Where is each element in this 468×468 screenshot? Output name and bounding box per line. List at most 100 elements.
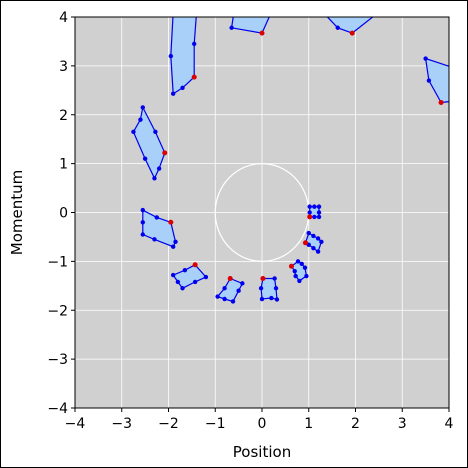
phase-polygon — [168, 10, 198, 96]
phase-polygon — [131, 105, 168, 181]
vertex-point — [170, 272, 176, 278]
vertex-point — [319, 239, 324, 245]
vertex-point — [175, 279, 181, 285]
vertex-point — [232, 10, 236, 14]
vertex-point — [272, 276, 277, 281]
vertex-point — [335, 25, 340, 30]
vertex-point — [152, 237, 157, 242]
y-tick-label: 2 — [59, 108, 68, 124]
y-tick-label: 1 — [59, 157, 68, 173]
vertex-point — [203, 274, 209, 280]
vertex-point — [321, 10, 325, 14]
y-tick-label: −3 — [47, 352, 68, 368]
highlighted-point — [260, 275, 266, 281]
vertex-point — [292, 268, 297, 274]
vertex-point — [192, 279, 198, 285]
phase-polygon — [307, 204, 322, 220]
polygon-shape — [424, 57, 449, 104]
vertex-point — [306, 230, 311, 236]
vertex-point — [269, 10, 273, 14]
x-axis-label: Position — [233, 443, 291, 461]
vertex-point — [307, 210, 312, 215]
vertex-point — [222, 286, 227, 291]
vertex-point — [131, 129, 136, 135]
y-tick-label: 3 — [59, 59, 68, 75]
vertex-point — [182, 267, 188, 273]
ticks: −4 −3 −2 −1 0 1 2 3 4 −4 −3 −2 −1 0 1 2 3 4 — [47, 10, 453, 432]
x-tick-label: 0 — [258, 416, 267, 432]
phase-polygon — [215, 275, 245, 304]
vertex-point — [316, 210, 322, 215]
vertex-point — [153, 129, 158, 135]
highlighted-point — [438, 100, 444, 106]
y-axis-label: Momentum — [8, 170, 26, 255]
vertex-point — [461, 98, 465, 102]
phase-polygon — [302, 230, 324, 254]
vertex-point — [316, 214, 322, 220]
phase-polygon — [423, 56, 465, 106]
vertex-point — [297, 278, 302, 284]
vertex-point — [168, 53, 174, 59]
vertex-point — [423, 56, 428, 61]
polygon-shape — [230, 17, 270, 34]
y-tick-label: −4 — [47, 401, 68, 417]
vertex-point — [140, 220, 145, 225]
highlighted-point — [307, 214, 313, 220]
vertex-point — [426, 78, 432, 83]
phase-polygon — [229, 10, 273, 36]
highlighted-point — [162, 150, 168, 156]
highlighted-point — [168, 219, 174, 225]
y-tick-label: −2 — [47, 303, 68, 319]
vertex-point — [229, 25, 234, 30]
highlighted-point — [259, 30, 265, 36]
vertex-point — [152, 176, 157, 181]
vertex-point — [180, 286, 185, 291]
polygon-shape — [326, 17, 374, 34]
vertex-point — [273, 286, 279, 291]
highlighted-point — [191, 74, 197, 80]
vertex-point — [222, 296, 227, 302]
vertex-point — [140, 105, 145, 110]
highlighted-point — [302, 240, 308, 246]
x-tick-label: 4 — [445, 416, 454, 432]
vertex-point — [312, 204, 317, 209]
highlighted-point — [227, 275, 233, 281]
vertex-point — [304, 273, 309, 279]
y-tick-label: −1 — [47, 254, 68, 270]
phase-polygon — [288, 259, 309, 284]
vertex-point — [311, 245, 316, 251]
vertex-point — [138, 117, 143, 122]
vertex-point — [192, 41, 197, 47]
vertex-point — [215, 294, 220, 299]
vertex-point — [258, 286, 264, 291]
x-tick-label: 2 — [351, 416, 360, 432]
highlighted-point — [349, 30, 355, 36]
vertex-point — [170, 91, 176, 96]
highlighted-point — [288, 263, 294, 269]
phase-polygon — [170, 262, 209, 291]
vertex-point — [295, 259, 301, 264]
vertex-point — [140, 207, 145, 213]
vertex-point — [154, 215, 160, 220]
highlighted-point — [192, 262, 198, 268]
vertex-point — [236, 288, 241, 293]
phase-polygon — [258, 275, 280, 302]
vertex-point — [302, 265, 308, 270]
vertex-point — [377, 10, 381, 14]
x-tick-label: 3 — [398, 416, 407, 432]
vertex-point — [316, 204, 322, 209]
vertex-point — [171, 10, 175, 14]
data-layer — [131, 10, 465, 304]
vertex-point — [299, 261, 304, 267]
x-tick-label: −3 — [111, 416, 132, 432]
x-tick-label: −4 — [65, 416, 86, 432]
vertex-point — [311, 233, 316, 239]
vertex-point — [461, 69, 465, 73]
y-tick-label: 4 — [59, 10, 68, 26]
vertex-point — [194, 10, 198, 14]
vertex-point — [180, 85, 185, 91]
phase-polygon — [140, 207, 178, 249]
vertex-point — [307, 204, 312, 209]
vertex-point — [240, 281, 245, 286]
